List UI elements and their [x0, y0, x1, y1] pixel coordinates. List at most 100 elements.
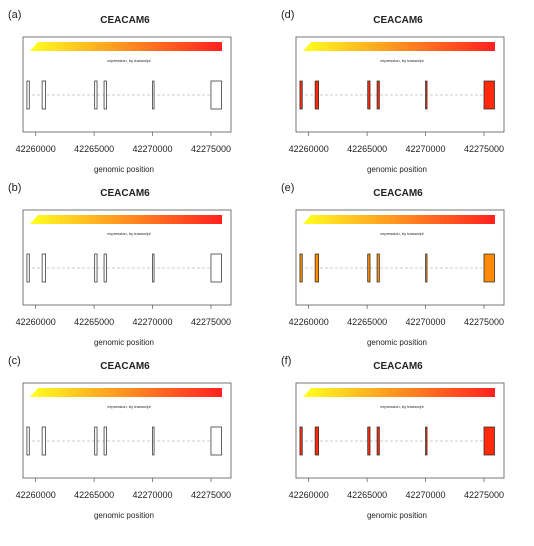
exon-6	[210, 80, 222, 110]
x-tick-label: 42260000	[289, 317, 329, 327]
exon-5	[152, 253, 155, 283]
x-tick-label: 42260000	[289, 144, 329, 154]
expression-gradient	[303, 215, 495, 224]
expression-gradient	[303, 42, 495, 51]
chart-title: CEACAM6	[373, 361, 423, 372]
x-tick-label: 42265000	[347, 317, 387, 327]
x-tick-label: 42265000	[74, 317, 114, 327]
x-axis-label: genomic position	[367, 338, 427, 347]
expression-gradient	[30, 388, 222, 397]
x-tick-label: 42270000	[406, 490, 446, 500]
exon-1	[26, 426, 30, 456]
exon-5	[425, 253, 428, 283]
panel-label: (b)	[8, 182, 21, 194]
gradient-caption: expression, by transcript	[380, 404, 424, 409]
plot-frame	[295, 209, 505, 306]
exon-2	[314, 80, 319, 110]
chart-panel-d: (d) CEACAM6 expression, by transcript 42260…	[281, 9, 505, 174]
x-tick-label: 42260000	[16, 317, 56, 327]
panel-label: (d)	[281, 9, 294, 21]
chart-panel-b: (b) CEACAM6 expression, by transcript 42260…	[8, 182, 232, 347]
exon-2	[41, 253, 46, 283]
exon-2	[41, 426, 46, 456]
expression-gradient	[303, 388, 495, 397]
exon-2	[314, 253, 319, 283]
x-tick-label: 42275000	[464, 490, 504, 500]
panel-label: (a)	[8, 9, 21, 21]
plot-frame	[295, 382, 505, 479]
x-tick-label: 42275000	[191, 317, 231, 327]
chart-title: CEACAM6	[100, 361, 150, 372]
chart-panel-a: (a) CEACAM6 expression, by transcript 42260…	[8, 9, 232, 174]
x-tick-label: 42260000	[289, 490, 329, 500]
exon-3	[367, 253, 371, 283]
exon-3	[94, 426, 98, 456]
gradient-caption: expression, by transcript	[380, 231, 424, 236]
chart-title: CEACAM6	[100, 15, 150, 26]
exon-3	[367, 426, 371, 456]
exon-1	[299, 253, 303, 283]
plot-frame	[22, 36, 232, 133]
exon-4	[103, 426, 107, 456]
exon-4	[103, 253, 107, 283]
gradient-caption: expression, by transcript	[107, 404, 151, 409]
exon-5	[425, 426, 428, 456]
exon-6	[210, 253, 222, 283]
exon-6	[483, 426, 495, 456]
x-tick-label: 42270000	[406, 317, 446, 327]
chart-panel-e: (e) CEACAM6 expression, by transcript 42260…	[281, 182, 505, 347]
gradient-caption: expression, by transcript	[107, 58, 151, 63]
x-axis-label: genomic position	[94, 338, 154, 347]
chart-title: CEACAM6	[373, 15, 423, 26]
exon-5	[152, 426, 155, 456]
gradient-caption: expression, by transcript	[380, 58, 424, 63]
exon-2	[314, 426, 319, 456]
plot-frame	[295, 36, 505, 133]
x-tick-label: 42260000	[16, 144, 56, 154]
expression-gradient	[30, 215, 222, 224]
panel-label: (f)	[281, 355, 291, 367]
exon-4	[376, 253, 380, 283]
x-tick-label: 42270000	[133, 490, 173, 500]
x-axis-label: genomic position	[367, 511, 427, 520]
exon-6	[483, 253, 495, 283]
chart-panel-f: (f) CEACAM6 expression, by transcript 42260…	[281, 355, 505, 520]
x-tick-label: 42275000	[191, 490, 231, 500]
exon-3	[94, 80, 98, 110]
exon-2	[41, 80, 46, 110]
panel-label: (e)	[281, 182, 294, 194]
exon-1	[299, 80, 303, 110]
exon-3	[367, 80, 371, 110]
exon-4	[103, 80, 107, 110]
exon-1	[26, 253, 30, 283]
x-tick-label: 42265000	[74, 144, 114, 154]
x-tick-label: 42275000	[464, 144, 504, 154]
x-tick-label: 42270000	[406, 144, 446, 154]
x-tick-label: 42265000	[347, 490, 387, 500]
x-tick-label: 42265000	[347, 144, 387, 154]
x-tick-label: 42265000	[74, 490, 114, 500]
plot-frame	[22, 209, 232, 306]
panel-label: (c)	[8, 355, 21, 367]
x-tick-label: 42260000	[16, 490, 56, 500]
x-tick-label: 42275000	[191, 144, 231, 154]
exon-4	[376, 426, 380, 456]
plot-frame	[22, 382, 232, 479]
x-tick-label: 42270000	[133, 317, 173, 327]
x-axis-label: genomic position	[94, 511, 154, 520]
exon-4	[376, 80, 380, 110]
exon-6	[210, 426, 222, 456]
gradient-caption: expression, by transcript	[107, 231, 151, 236]
chart-title: CEACAM6	[100, 188, 150, 199]
expression-gradient	[30, 42, 222, 51]
exon-5	[152, 80, 155, 110]
exon-1	[26, 80, 30, 110]
chart-title: CEACAM6	[373, 188, 423, 199]
exon-1	[299, 426, 303, 456]
exon-3	[94, 253, 98, 283]
x-tick-label: 42270000	[133, 144, 173, 154]
x-axis-label: genomic position	[367, 165, 427, 174]
exon-5	[425, 80, 428, 110]
x-tick-label: 42275000	[464, 317, 504, 327]
